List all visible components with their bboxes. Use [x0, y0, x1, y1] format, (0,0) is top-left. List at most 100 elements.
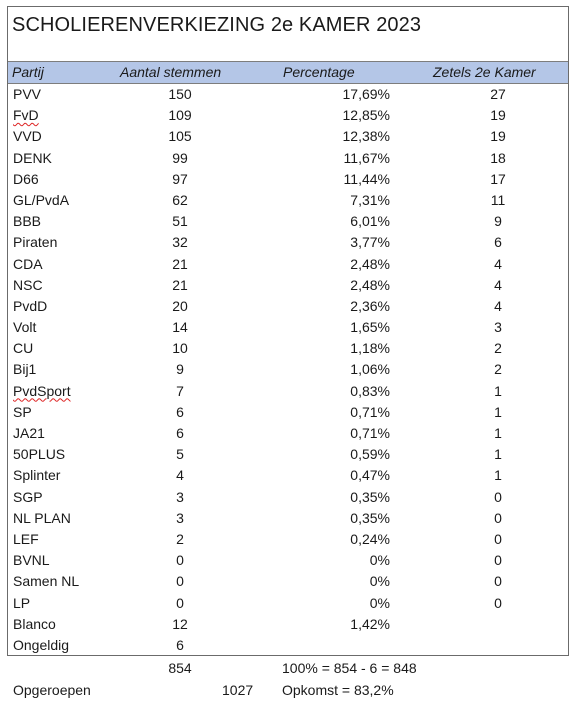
party-cell: CDA: [13, 255, 43, 272]
table-row: CU 10 1,18% 2: [0, 338, 577, 359]
party-cell: NL PLAN: [13, 509, 71, 526]
votes-cell: 9: [176, 361, 184, 378]
percentage-cell: 1,42%: [350, 615, 390, 632]
votes-cell: 12: [172, 615, 188, 632]
percentage-cell: 7,31%: [350, 191, 390, 208]
party-cell: 50PLUS: [13, 446, 66, 463]
party-cell: LEF: [13, 530, 39, 547]
party-cell: LP: [13, 594, 31, 611]
turnout-value: Opkomst = 83,2%: [282, 682, 394, 698]
total-votes: 854: [168, 660, 192, 676]
party-cell: BVNL: [13, 552, 50, 569]
percentage-cell: 3,77%: [350, 234, 390, 251]
votes-cell: 7: [176, 382, 184, 399]
votes-cell: 21: [172, 255, 188, 272]
table-row: SP 6 0,71% 1: [0, 402, 577, 423]
table-row: GL/PvdA 62 7,31% 11: [0, 190, 577, 211]
table-row: PvdSport 7 0,83% 1: [0, 381, 577, 402]
seats-cell: 1: [494, 467, 502, 484]
seats-cell: 3: [494, 319, 502, 336]
seats-cell: 9: [494, 213, 502, 230]
percentage-cell: 0,71%: [350, 425, 390, 441]
votes-cell: 2: [176, 530, 184, 547]
votes-cell: 51: [172, 213, 188, 230]
seats-cell: 1: [494, 446, 502, 463]
percentage-cell: 0,24%: [350, 530, 390, 547]
table-row: Ongeldig 6: [0, 635, 577, 656]
party-cell: SGP: [13, 488, 43, 505]
table-row: PVV 150 17,69% 27: [0, 84, 577, 105]
party-cell: BBB: [13, 213, 42, 230]
seats-cell: 4: [494, 297, 502, 314]
party-cell: Blanco: [13, 615, 56, 632]
header-votes: Aantal stemmen: [120, 64, 222, 80]
seats-cell: 1: [494, 382, 502, 399]
votes-cell: 3: [176, 509, 184, 526]
table-row: Splinter 4 0,47% 1: [0, 465, 577, 486]
table-row: BBB 51 6,01% 9: [0, 211, 577, 232]
percentage-cell: 17,69%: [342, 86, 390, 102]
table-row: Samen NL 0 0% 0: [0, 571, 577, 592]
seats-cell: 19: [490, 107, 506, 124]
party-cell: PvdD: [13, 297, 48, 314]
table-row: BVNL 0 0% 0: [0, 550, 577, 571]
percentage-cell: 0,71%: [350, 403, 390, 420]
party-cell: PvdSport: [13, 382, 71, 399]
document-frame: [7, 6, 569, 656]
percentage-cell: 12,85%: [342, 107, 390, 124]
percentage-cell: 0,35%: [350, 488, 390, 505]
seats-cell: 2: [494, 340, 502, 357]
table-row: DENK 99 11,67% 18: [0, 148, 577, 169]
table-row: FvD 109 12,85% 19: [0, 105, 577, 126]
votes-cell: 105: [168, 128, 192, 145]
header-seats: Zetels 2e Kamer: [433, 64, 536, 80]
votes-cell: 99: [172, 149, 188, 166]
seats-cell: 0: [494, 488, 502, 505]
table-row: Volt 14 1,65% 3: [0, 317, 577, 338]
party-cell: PVV: [13, 86, 42, 102]
seats-cell: 1: [494, 403, 502, 420]
table-row: Bij1 9 1,06% 2: [0, 359, 577, 380]
votes-cell: 0: [176, 552, 184, 569]
seats-cell: 17: [490, 170, 506, 187]
table-row: LEF 2 0,24% 0: [0, 529, 577, 550]
table-row: JA21 6 0,71% 1: [0, 423, 577, 444]
table-row: PvdD 20 2,36% 4: [0, 296, 577, 317]
table-row: VVD 105 12,38% 19: [0, 126, 577, 147]
votes-cell: 0: [176, 573, 184, 590]
results-table-body: PVV 150 17,69% 27 FvD 109 12,85% 19 VVD 105 12,38%…: [0, 84, 577, 656]
seats-cell: 2: [494, 361, 502, 378]
percentage-cell: 6,01%: [350, 213, 390, 230]
votes-cell: 109: [168, 107, 192, 124]
votes-cell: 10: [172, 340, 188, 357]
percentage-cell: 0%: [369, 552, 390, 569]
party-cell: NSC: [13, 276, 43, 293]
party-cell: VVD: [13, 128, 42, 145]
percentage-cell: 2,36%: [350, 297, 390, 314]
percentage-cell: 2,48%: [350, 255, 390, 272]
party-cell: CU: [13, 340, 34, 357]
party-cell: Ongeldig: [13, 636, 70, 653]
votes-cell: 3: [176, 488, 184, 505]
seats-cell: 18: [490, 149, 506, 166]
table-row: 50PLUS 5 0,59% 1: [0, 444, 577, 465]
percentage-cell: 12,38%: [342, 128, 390, 145]
votes-cell: 5: [176, 446, 184, 463]
votes-cell: 14: [172, 319, 188, 336]
votes-cell: 97: [172, 170, 188, 187]
votes-cell: 0: [176, 594, 184, 611]
seats-cell: 27: [490, 86, 506, 102]
table-row: Blanco 12 1,42%: [0, 614, 577, 635]
percentage-cell: 1,65%: [350, 319, 390, 336]
percentage-cell: 0,59%: [350, 446, 390, 463]
called-label: Opgeroepen: [13, 682, 91, 698]
seats-cell: 11: [490, 191, 506, 208]
valid-votes-formula: 100% = 854 - 6 = 848: [282, 660, 417, 676]
percentage-cell: 1,18%: [350, 340, 390, 357]
votes-cell: 4: [176, 467, 184, 484]
votes-cell: 6: [176, 636, 184, 653]
table-row: NSC 21 2,48% 4: [0, 275, 577, 296]
votes-cell: 150: [168, 86, 192, 102]
percentage-cell: 0,83%: [350, 382, 390, 399]
percentage-cell: 1,06%: [350, 361, 390, 378]
